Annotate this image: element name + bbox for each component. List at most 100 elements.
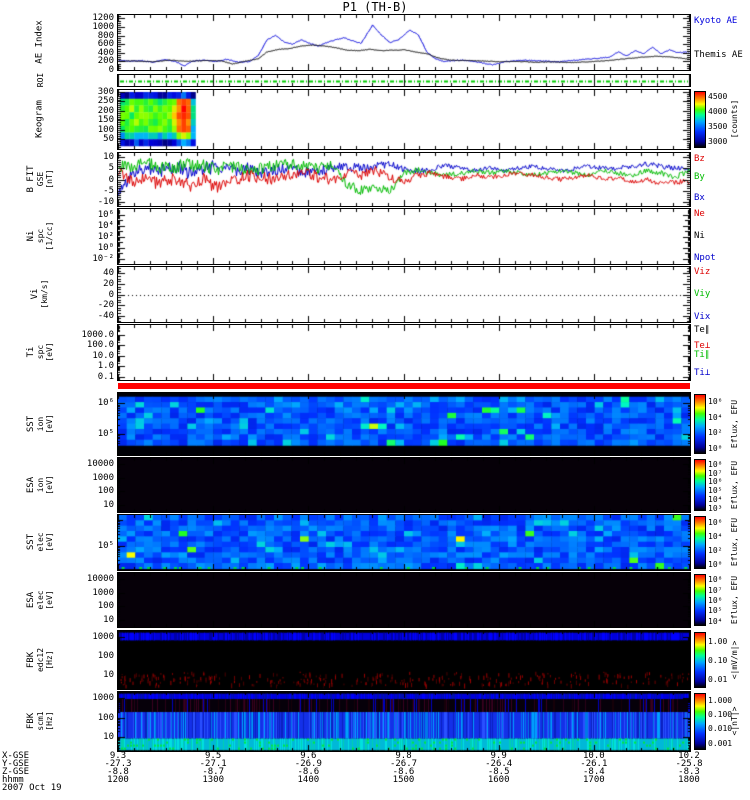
ytick-label-fbk2: 10 <box>103 732 114 743</box>
cbar-fbk1 <box>694 632 706 688</box>
cbar-tick-keogram: 3000 <box>708 136 728 146</box>
ytick-label-ae: 800 <box>97 30 114 41</box>
ytick-label-ti: 1000.0 <box>81 329 114 340</box>
cbar-keogram <box>694 91 706 148</box>
ytick-label-ti: 100.0 <box>86 340 114 351</box>
ytick-label-esa_elec: 100 <box>97 601 114 612</box>
cbar-tick-esa_elec: 10⁴ <box>708 616 723 626</box>
axis-zgse-value: -8.8 <box>107 767 129 777</box>
axis-zgse-value: -8.6 <box>297 767 320 777</box>
axis-ygse-value: -26.9 <box>294 759 322 769</box>
panel-sst_ion <box>117 392 691 456</box>
cbar-tick-esa_elec: 10⁸ <box>708 575 723 585</box>
ytick-label-ni: 10⁴ <box>97 220 114 231</box>
legend-npot: Npot <box>694 253 716 263</box>
panel-fbk2 <box>117 691 691 752</box>
panel-sst_elec <box>117 514 691 571</box>
axis-ygse-value: -26.4 <box>485 759 513 769</box>
legend-bz: Bz <box>694 154 705 164</box>
cbar-tick-fbk2: 0.100 <box>708 710 733 720</box>
axis-row-label-xgse: X-GSE <box>2 751 30 761</box>
cbar-tick-fbk2: 0.010 <box>708 724 733 734</box>
cbar-tick-sst_elec: 10⁴ <box>708 532 723 542</box>
axis-row-label-hhmm: hhmm <box>2 775 24 785</box>
ytick-label-keogram: 300 <box>97 86 114 97</box>
cbar-tick-esa_elec: 10⁷ <box>708 585 723 595</box>
ni-plot-canvas <box>118 209 690 264</box>
cbar-tick-fbk2: 1.000 <box>708 695 733 705</box>
ytick-label-bfit: 5 <box>108 163 114 174</box>
ytick-label-ti: 1.0 <box>97 361 114 372</box>
ytick-label-esa_ion: 10 <box>103 499 114 510</box>
ytick-label-keogram: 250 <box>97 96 114 107</box>
cbar-tick-fbk1: 0.10 <box>708 656 728 665</box>
ytick-label-ni: 10⁶ <box>97 209 114 220</box>
ytick-label-vi: -40 <box>97 310 114 321</box>
ytick-label-ae: 1000 <box>92 22 114 33</box>
axis-row-label-ygse: Y-GSE <box>2 759 30 769</box>
fbk-edc12-canvas <box>118 631 690 689</box>
panel-vi <box>117 266 691 323</box>
cbar-tick-esa_ion: 10⁴ <box>708 495 723 505</box>
ytick-label-vi: 0 <box>108 289 114 300</box>
legend-ti-par: Ti∥ <box>694 350 710 360</box>
axis-ygse-value: -27.3 <box>104 759 132 769</box>
axis-hhmm-value: 1300 <box>202 775 224 785</box>
cbar-unit-esa-ion: Eflux, EFU <box>729 460 739 510</box>
ytick-label-fbk1: 1000 <box>92 631 114 642</box>
keogram-plot-canvas <box>118 90 690 149</box>
axis-xgse-value: 9.8 <box>395 751 412 761</box>
ytick-label-keogram: 150 <box>97 115 114 126</box>
ytick-label-vi: -20 <box>97 300 114 311</box>
axis-hhmm-value: 1600 <box>487 775 510 785</box>
axis-hhmm-value: 1800 <box>678 775 700 785</box>
cbar-tick-esa_ion: 10⁵ <box>708 486 723 496</box>
cbar-tick-esa_elec: 10⁵ <box>708 606 723 616</box>
axis-ygse-value: -27.1 <box>199 759 227 769</box>
ytick-label-ni: 10⁰ <box>97 242 114 253</box>
bfit-plot-canvas <box>118 153 690 206</box>
cbar-esa_ion <box>694 459 706 511</box>
esa-ion-canvas <box>118 458 690 512</box>
ytick-label-fbk1: 10 <box>103 670 114 681</box>
ytick-label-bfit: 10 <box>103 152 114 163</box>
legend-ti-perp: Ti⊥ <box>694 368 711 378</box>
ytick-label-ae: 200 <box>97 56 114 67</box>
cbar-sst_ion <box>694 394 706 454</box>
cbar-tick-fbk2: 0.001 <box>708 739 733 749</box>
ytick-label-keogram: 100 <box>97 124 114 135</box>
cbar-tick-sst_ion: 10⁴ <box>708 412 723 422</box>
axis-xgse-value: 9.3 <box>109 751 127 761</box>
ytick-label-esa_ion: 100 <box>97 486 114 497</box>
cbar-unit-esa-elec: Eflux, EFU <box>729 575 739 625</box>
ytick-label-fbk2: 1000 <box>92 692 114 703</box>
ytick-label-ti: 10.0 <box>92 350 114 361</box>
cbar-tick-keogram: 3500 <box>708 121 728 131</box>
ytick-label-keogram: 200 <box>97 105 114 116</box>
ae-plot-canvas <box>118 15 690 70</box>
cbar-unit-keogram: [counts] <box>729 99 739 139</box>
cbar-tick-keogram: 4000 <box>708 106 728 116</box>
legend-te-par: Te∥ <box>694 325 710 335</box>
ytick-label-esa_ion: 1000 <box>92 472 114 483</box>
ytick-label-ae: 1200 <box>92 13 114 24</box>
cbar-tick-keogram: 4500 <box>708 92 728 102</box>
cbar-unit-fbk-edc12: <|mV/m|> <box>729 640 739 680</box>
axis-row-label-zgse: Z-GSE <box>2 767 30 777</box>
cbar-tick-esa_ion: 10⁸ <box>708 459 723 469</box>
panel-fbk1 <box>117 630 691 690</box>
axis-zgse-value: -8.7 <box>202 767 224 777</box>
ytick-label-vi: 20 <box>103 278 114 289</box>
cbar-tick-sst_elec: 10⁶ <box>708 518 723 528</box>
ytick-label-ae: 0 <box>108 65 114 75</box>
axis-ygse-value: -26.1 <box>580 759 608 769</box>
cbar-esa_elec <box>694 574 706 626</box>
ytick-label-esa_elec: 10000 <box>86 574 114 585</box>
cbar-tick-sst_ion: 10⁰ <box>708 444 723 453</box>
legend-ne: Ne <box>694 209 705 219</box>
cbar-unit-sst-ion: Eflux, EFU <box>729 399 739 449</box>
legend-by: By <box>694 172 705 182</box>
sst-elec-canvas <box>118 515 690 570</box>
ytick-label-fbk1: 100 <box>97 651 114 662</box>
sst-ion-canvas <box>118 393 690 455</box>
